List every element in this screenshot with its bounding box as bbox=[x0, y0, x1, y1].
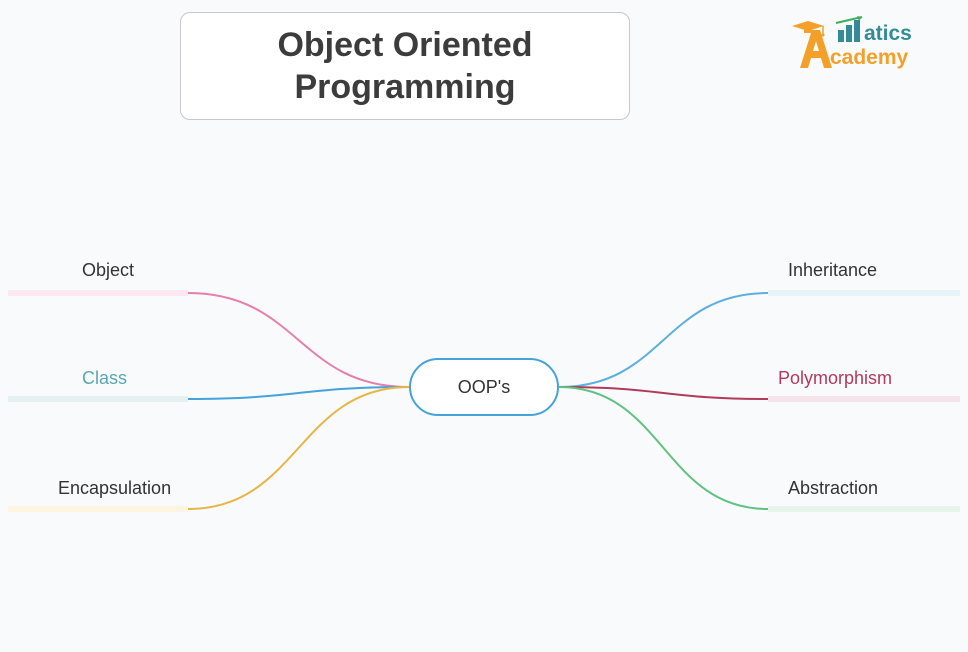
branch-label-encapsulation: Encapsulation bbox=[58, 478, 171, 499]
branch-label-abstraction: Abstraction bbox=[788, 478, 878, 499]
center-node-label: OOP's bbox=[458, 377, 510, 398]
page-title: Object Oriented Programming bbox=[201, 24, 609, 109]
branch-curve-abstraction bbox=[559, 387, 768, 509]
logo: atics cademy bbox=[790, 14, 940, 74]
branch-label-inheritance: Inheritance bbox=[788, 260, 877, 281]
branch-curve-class bbox=[188, 387, 409, 399]
title-box: Object Oriented Programming bbox=[180, 12, 630, 120]
logo-letter-a bbox=[800, 30, 832, 68]
branch-curve-object bbox=[188, 293, 409, 387]
branch-label-object: Object bbox=[82, 260, 134, 281]
branch-label-polymorphism: Polymorphism bbox=[778, 368, 892, 389]
logo-text-top: atics bbox=[864, 22, 912, 45]
bars-icon bbox=[836, 16, 862, 42]
center-node: OOP's bbox=[409, 358, 559, 416]
branch-curve-inheritance bbox=[559, 293, 768, 387]
logo-text-bottom: cademy bbox=[830, 46, 909, 69]
branch-label-class: Class bbox=[82, 368, 127, 389]
branch-curve-polymorphism bbox=[559, 387, 768, 399]
branch-curve-encapsulation bbox=[188, 387, 409, 509]
